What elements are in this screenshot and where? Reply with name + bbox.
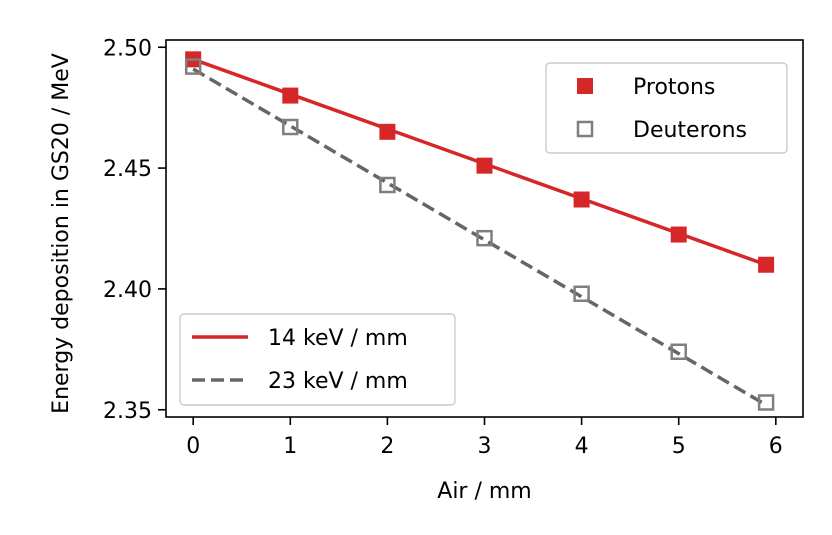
x-tick-label: 3 bbox=[478, 434, 492, 459]
y-tick-label: 2.40 bbox=[103, 278, 152, 303]
legend-box bbox=[545, 62, 788, 154]
data-point-marker bbox=[573, 191, 590, 208]
legend-label: Protons bbox=[633, 75, 715, 100]
data-point-marker bbox=[184, 58, 202, 75]
axes: 0 1 2 3 4 5 6 2.35 2.40 2.45 2.50 bbox=[103, 36, 804, 459]
x-axis-title: Air / mm bbox=[437, 479, 531, 504]
x-tick-label: 1 bbox=[283, 434, 297, 459]
data-point-marker bbox=[282, 87, 299, 104]
x-tick-label: 4 bbox=[575, 434, 589, 459]
legend-marker bbox=[576, 120, 594, 138]
plot-area bbox=[184, 51, 775, 411]
data-point-marker bbox=[379, 176, 396, 194]
data-point-marker bbox=[573, 285, 590, 302]
y-tick-label: 2.50 bbox=[103, 36, 152, 61]
x-tick-label: 5 bbox=[672, 434, 686, 459]
legend-marker bbox=[577, 78, 593, 94]
legend-label: Deuterons bbox=[633, 118, 747, 143]
y-axis-title: Energy deposition in GS20 / MeV bbox=[49, 53, 74, 414]
legend-label: 14 keV / mm bbox=[268, 326, 408, 351]
data-point-marker bbox=[758, 256, 775, 273]
data-point-marker bbox=[476, 229, 493, 247]
data-point-marker bbox=[670, 226, 687, 243]
legend-label: 23 keV / mm bbox=[268, 369, 408, 394]
legends: Protons Deuterons 14 keV / mm 23 keV / mm bbox=[179, 62, 788, 406]
data-point-marker bbox=[282, 118, 299, 136]
y-tick-label: 2.45 bbox=[103, 157, 152, 182]
data-point-marker bbox=[670, 343, 687, 360]
legend-box bbox=[179, 313, 456, 406]
data-point-marker bbox=[476, 157, 493, 174]
data-point-marker bbox=[757, 394, 775, 411]
data-point-marker bbox=[379, 123, 396, 140]
x-tick-label: 6 bbox=[769, 434, 783, 459]
x-tick-label: 2 bbox=[380, 434, 394, 459]
x-tick-label: 0 bbox=[186, 434, 200, 459]
y-tick-label: 2.35 bbox=[103, 399, 152, 424]
